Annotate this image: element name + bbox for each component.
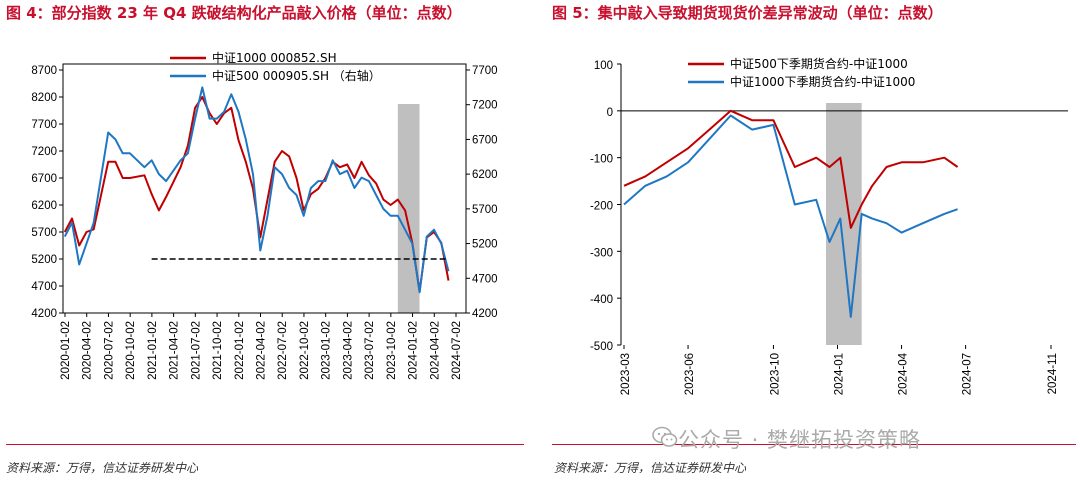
wechat-icon — [652, 426, 678, 447]
right-y-tick-label: 7700 — [472, 65, 498, 77]
figure-4-title: 图 4：部分指数 23 年 Q4 跌破结构化产品敲入价格（单位：点数） — [6, 4, 462, 22]
figure-5-bottom-rule — [552, 444, 1076, 445]
legend-label-1: 中证1000下季期货合约-中证1000 — [730, 74, 915, 89]
left-y-tick-label: 8700 — [31, 65, 57, 77]
y-tick-label: -400 — [590, 294, 613, 306]
chart-1-svg: 8700 8200 7700 7200 6700 6200 5700 5200 4700 4200… — [31, 50, 498, 380]
left-y-tick-label: 6700 — [31, 173, 57, 185]
x-tick-label: 2024-04 — [898, 352, 910, 395]
series-line-0 — [63, 96, 450, 293]
x-tick-label: 2023-07-02 — [364, 321, 376, 380]
x-tick-label: 2023-04-02 — [342, 321, 354, 380]
figure-4-panel: 图 4：部分指数 23 年 Q4 跌破结构化产品敲入价格（单位：点数） 8700… — [0, 0, 530, 481]
watermark-text: 公众号 · 樊继拓投资策略 — [678, 428, 922, 452]
y-tick-label: 0 — [607, 107, 613, 119]
y-tick-label: -500 — [590, 341, 613, 353]
shaded-period-band — [397, 104, 420, 313]
x-tick-label: 2021-10-02 — [212, 321, 224, 380]
legend-label-0: 中证1000 000852.SH — [212, 50, 337, 65]
x-tick-label: 2024-04-02 — [429, 321, 441, 380]
x-tick-label: 2023-01-02 — [321, 321, 333, 380]
x-tick-label: 2022-01-02 — [234, 321, 246, 380]
left-y-tick-label: 4700 — [31, 281, 57, 293]
x-tick-label: 2020-10-02 — [125, 321, 137, 380]
x-tick-label: 2021-01-02 — [147, 321, 159, 380]
right-y-tick-label: 4700 — [472, 273, 498, 285]
x-tick-label: 2021-07-02 — [190, 321, 202, 380]
x-tick-label: 2023-06 — [684, 353, 696, 395]
right-y-tick-label: 7200 — [472, 100, 498, 112]
series-line-1 — [623, 114, 958, 318]
right-y-tick-label: 6200 — [472, 169, 498, 181]
y-tick-label: -200 — [590, 201, 613, 213]
x-tick-label: 2024-11 — [1047, 353, 1059, 394]
right-y-tick-label: 5700 — [472, 204, 498, 216]
y-tick-label: 100 — [594, 60, 613, 72]
x-tick-label: 2024-01-02 — [408, 321, 420, 380]
left-y-tick-label: 7200 — [31, 146, 57, 158]
x-tick-label: 2023-10 — [769, 353, 781, 395]
left-y-tick-label: 6200 — [31, 200, 57, 212]
left-y-tick-label: 7700 — [31, 119, 57, 131]
x-tick-label: 2022-07-02 — [277, 321, 289, 380]
right-y-tick-label: 5200 — [472, 239, 498, 251]
left-y-tick-label: 8200 — [31, 92, 57, 104]
figure-5-panel: 图 5：集中敲入导致期货现货价差异常波动（单位：点数） 100 0 -100 -200… — [548, 0, 1080, 481]
figure-5-source: 资料来源：万得，信达证券研发中心 — [554, 461, 747, 475]
x-tick-label: 2024-01 — [834, 353, 846, 395]
x-tick-label: 2020-01-02 — [60, 321, 72, 380]
x-tick-label: 2022-04-02 — [256, 321, 268, 380]
left-y-tick-label: 4200 — [31, 308, 57, 320]
x-tick-label: 2021-04-02 — [169, 321, 181, 380]
shaded-period-band — [825, 103, 862, 345]
left-y-tick-label: 5700 — [31, 227, 57, 239]
x-tick-label: 2023-03 — [620, 353, 632, 395]
figure-5-title: 图 5：集中敲入导致期货现货价差异常波动（单位：点数） — [552, 4, 943, 22]
plot-frame — [62, 63, 467, 314]
series-line-0 — [623, 109, 959, 229]
y-tick-label: -100 — [590, 154, 613, 166]
chart-2-svg: 100 0 -100 -200 -300 -400 -500 2023-03 2023-06 20… — [590, 56, 1068, 395]
x-tick-label: 2024-07-02 — [451, 321, 463, 380]
x-tick-label: 2023-10-02 — [386, 321, 398, 380]
y-tick-label: -300 — [590, 247, 613, 259]
figure-4-bottom-rule — [6, 444, 524, 445]
series-line-1 — [63, 86, 450, 294]
x-tick-label: 2024-07 — [962, 353, 974, 395]
left-y-tick-label: 5200 — [31, 254, 57, 266]
right-y-tick-label: 6700 — [472, 134, 498, 146]
right-y-tick-label: 4200 — [472, 308, 498, 320]
legend-label-1: 中证500 000905.SH （右轴） — [212, 68, 381, 83]
figure-4-source: 资料来源：万得，信达证券研发中心 — [6, 461, 199, 475]
x-tick-label: 2022-10-02 — [299, 321, 311, 380]
legend-label-0: 中证500下季期货合约-中证1000 — [730, 56, 908, 71]
x-tick-label: 2020-04-02 — [82, 321, 94, 380]
x-tick-label: 2020-07-02 — [103, 321, 115, 380]
